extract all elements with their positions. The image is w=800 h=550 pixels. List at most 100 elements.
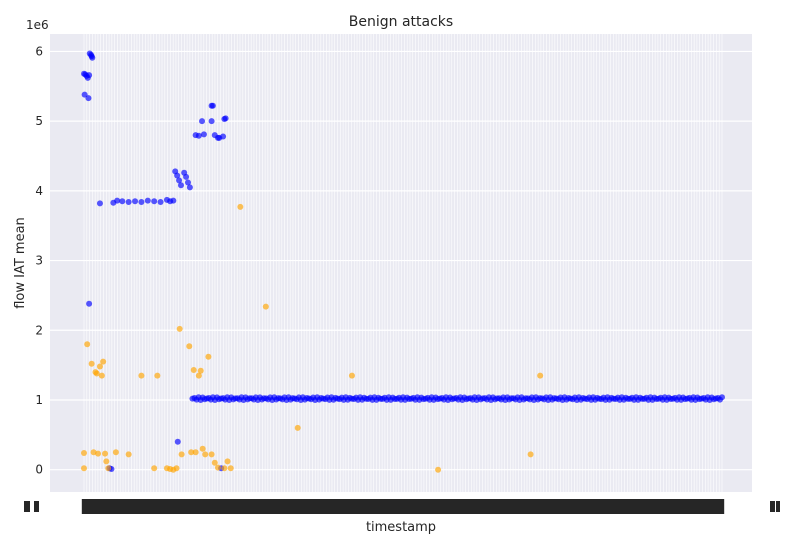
x-tick-label [494, 499, 499, 514]
x-tick-label [335, 499, 340, 514]
y-tick-label: 1 [35, 393, 43, 407]
data-point [157, 199, 164, 206]
x-tick-label [530, 499, 535, 514]
x-tick-label [115, 499, 120, 514]
x-tick-label [179, 499, 184, 514]
data-point [178, 451, 185, 458]
x-tick-label [449, 499, 454, 514]
x-tick-label [218, 499, 223, 514]
data-point [176, 325, 183, 332]
data-point [89, 54, 96, 61]
x-tick-label [647, 499, 652, 514]
x-tick-label [129, 499, 134, 514]
x-tick-label [555, 499, 560, 514]
y-axis-label: flow IAT mean [13, 217, 28, 309]
x-tick-label [209, 499, 215, 514]
x-tick-label [569, 499, 574, 514]
x-tick-label [296, 499, 301, 514]
x-tick-label [714, 499, 719, 514]
x-tick-label [513, 499, 519, 514]
x-tick-label [669, 499, 675, 514]
x-tick-label [290, 499, 296, 514]
x-tick-label [182, 499, 187, 514]
x-tick-label [343, 499, 349, 514]
data-point [144, 197, 151, 204]
x-tick-label [148, 499, 154, 514]
x-tick-label [315, 499, 321, 514]
x-tick-label [652, 499, 658, 514]
data-point [188, 449, 195, 456]
x-tick-label [516, 499, 521, 514]
x-tick-label [379, 499, 385, 514]
x-tick-label [588, 499, 594, 514]
x-tick-label [240, 499, 246, 514]
x-tick-label [349, 499, 354, 514]
x-tick-label [455, 499, 460, 514]
x-tick-label [221, 499, 226, 514]
x-tick-label [304, 499, 310, 514]
x-tick-label [313, 499, 318, 514]
chart-title: Benign attacks [349, 14, 453, 30]
x-tick-label [510, 499, 516, 514]
data-point [211, 459, 218, 466]
x-tick-label [118, 499, 123, 514]
x-tick-label [106, 499, 112, 514]
x-tick-label [196, 499, 201, 514]
data-point [221, 465, 228, 472]
x-tick-label [368, 499, 374, 514]
data-point [184, 179, 191, 186]
y-axis-offset-label: 1e6 [26, 18, 49, 32]
x-tick-label [594, 499, 599, 514]
x-tick-label [719, 499, 725, 514]
x-tick-label [410, 499, 415, 514]
x-tick-label [524, 499, 530, 514]
data-point [81, 91, 88, 98]
x-tick-label [204, 499, 209, 514]
x-tick-label [477, 499, 482, 514]
x-tick-label [145, 499, 151, 514]
x-tick-label [446, 499, 452, 514]
x-tick-label [572, 499, 577, 514]
x-tick-label [577, 499, 583, 514]
data-point [103, 458, 110, 465]
x-tick-label [566, 499, 571, 514]
x-tick-label [165, 499, 170, 514]
data-point [237, 203, 244, 210]
x-tick-label [678, 499, 683, 514]
x-tick-label [382, 499, 388, 514]
x-tick-label [385, 499, 390, 514]
x-tick-label [544, 499, 549, 514]
x-tick-label [538, 499, 544, 514]
x-tick-label [641, 499, 647, 514]
data-point [224, 458, 231, 465]
x-tick-label [187, 499, 193, 514]
data-point [200, 131, 207, 138]
x-tick-label [457, 499, 463, 514]
data-point [348, 372, 355, 379]
x-tick-label [418, 499, 424, 514]
data-point [125, 451, 132, 458]
data-point [197, 367, 204, 374]
data-point [190, 367, 197, 374]
data-point [435, 466, 442, 473]
x-tick-label [229, 499, 234, 514]
data-point [119, 198, 126, 205]
x-tick-label [521, 499, 527, 514]
x-tick-label [310, 499, 315, 514]
data-point [98, 372, 105, 379]
y-tick-label: 4 [35, 184, 43, 198]
x-tick-label [265, 499, 271, 514]
x-tick-label [324, 499, 329, 514]
x-tick-label [254, 499, 259, 514]
x-tick-label [616, 499, 622, 514]
x-tick-label [207, 499, 212, 514]
data-point [86, 72, 93, 79]
x-tick-label [502, 499, 507, 514]
x-tick-label [563, 499, 569, 514]
data-point [174, 438, 181, 445]
x-tick-label [257, 499, 262, 514]
x-tick-label [694, 499, 700, 514]
data-point [138, 199, 145, 206]
x-tick-label [193, 499, 198, 514]
x-tick-label [527, 499, 532, 514]
